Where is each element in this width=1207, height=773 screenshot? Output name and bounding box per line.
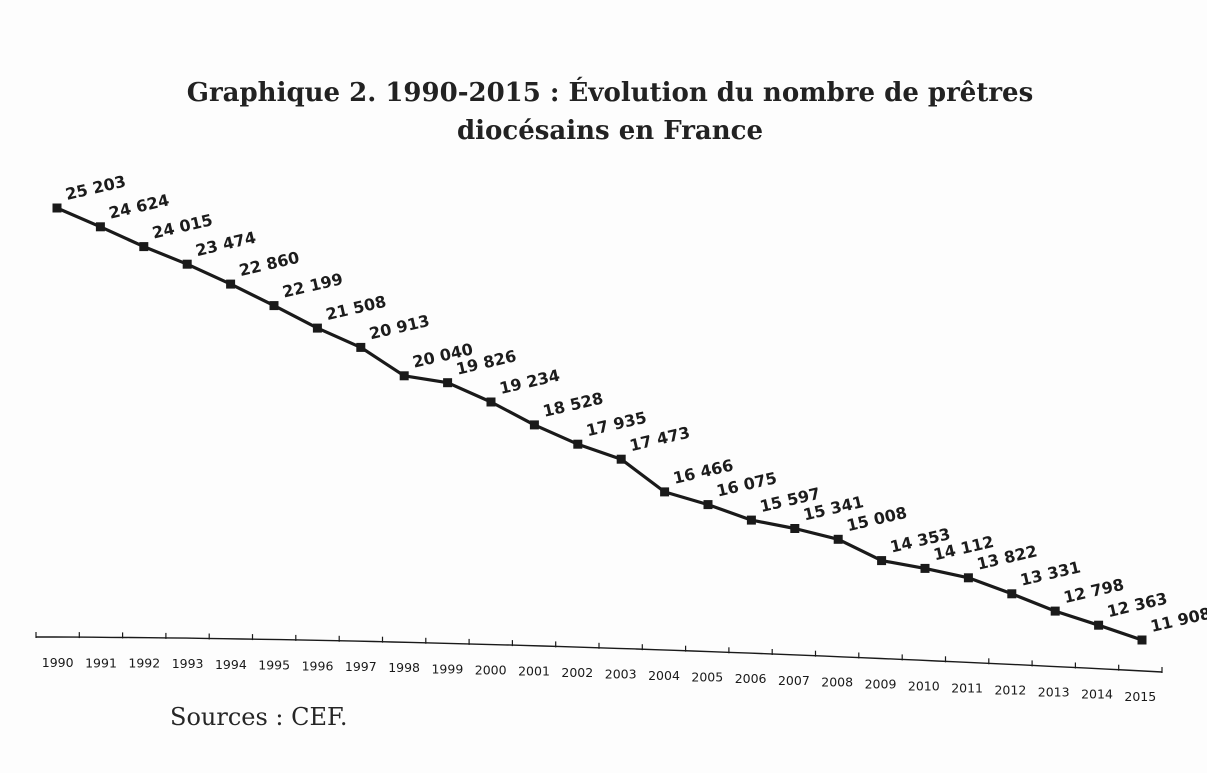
x-tick-label: 2014 — [1081, 687, 1113, 702]
x-tick-label: 2012 — [994, 682, 1026, 697]
data-label: 23 474 — [194, 228, 258, 260]
x-tick-label: 2006 — [735, 671, 767, 686]
data-point-marker — [52, 203, 62, 213]
data-point-marker — [963, 573, 973, 583]
x-axis-ticks — [35, 632, 1163, 673]
series-line — [56, 206, 1143, 642]
data-markers — [52, 203, 1147, 645]
data-point-marker — [226, 279, 236, 289]
data-point-marker — [356, 342, 366, 352]
source-note: Sources : CEF. — [170, 703, 348, 731]
data-point-marker — [1137, 635, 1147, 645]
data-point-marker — [833, 534, 843, 544]
data-point-marker — [920, 563, 930, 573]
data-point-marker — [1050, 606, 1060, 616]
x-tick-label: 1992 — [128, 656, 160, 671]
x-tick-label: 1997 — [345, 659, 377, 674]
data-point-marker — [399, 371, 409, 381]
x-tick-label: 1993 — [172, 656, 204, 671]
data-point-marker — [703, 500, 713, 510]
data-point-marker — [443, 378, 453, 388]
chart-title: Graphique 2. 1990-2015 : Évolution du no… — [150, 74, 1070, 150]
x-axis-line — [36, 636, 1163, 673]
data-label: 24 624 — [107, 190, 171, 222]
x-tick-label: 1999 — [431, 661, 463, 676]
chart-title-line-1: Graphique 2. 1990-2015 : Évolution du no… — [186, 78, 1034, 108]
x-tick-label: 2015 — [1124, 689, 1156, 704]
x-tick-label: 2004 — [648, 668, 680, 683]
x-tick-label: 2000 — [475, 663, 507, 678]
data-point-marker — [182, 259, 192, 269]
x-tick-label: 2008 — [821, 675, 853, 690]
data-label: 22 860 — [237, 248, 301, 280]
x-tick-label: 1991 — [85, 655, 117, 670]
data-point-marker — [746, 515, 756, 525]
data-point-marker — [616, 454, 626, 464]
x-tick-label: 2010 — [908, 678, 940, 693]
data-label: 24 015 — [150, 210, 214, 242]
x-tick-label: 1990 — [42, 655, 74, 670]
data-label: 19 234 — [498, 366, 562, 398]
x-axis-tick-labels: 1990 1991 1992 1993 1994 1995 1996 1997 1998 1999… — [42, 655, 1156, 704]
x-tick-label: 2011 — [951, 680, 983, 695]
data-point-marker — [139, 242, 149, 252]
x-tick-label: 2009 — [865, 677, 897, 692]
data-label: 18 528 — [541, 389, 605, 421]
x-tick-label: 2005 — [691, 670, 723, 685]
x-tick-label: 2002 — [561, 665, 593, 680]
data-point-marker — [573, 439, 583, 449]
data-point-marker — [1094, 620, 1104, 630]
data-point-marker — [95, 222, 105, 232]
data-label: 21 508 — [324, 292, 388, 324]
x-tick-label: 1994 — [215, 657, 247, 672]
data-label: 20 913 — [367, 311, 431, 343]
data-point-marker — [529, 420, 539, 430]
data-label: 25 203 — [64, 172, 128, 204]
data-point-marker — [312, 323, 322, 333]
x-tick-label: 2003 — [605, 667, 637, 682]
data-label: 22 199 — [281, 269, 345, 301]
x-tick-label: 1995 — [258, 658, 290, 673]
data-point-marker — [269, 301, 279, 311]
x-tick-label: 1996 — [302, 658, 334, 673]
chart-title-line-2: diocésains en France — [456, 116, 764, 146]
x-tick-label: 2001 — [518, 664, 550, 679]
x-tick-label: 1998 — [388, 660, 420, 675]
data-point-marker — [790, 524, 800, 533]
x-tick-label: 2013 — [1038, 685, 1070, 700]
data-point-marker — [660, 487, 670, 497]
x-tick-label: 2007 — [778, 673, 810, 688]
data-point-marker — [877, 556, 887, 566]
data-point-marker — [486, 397, 496, 407]
data-point-marker — [1007, 589, 1017, 599]
